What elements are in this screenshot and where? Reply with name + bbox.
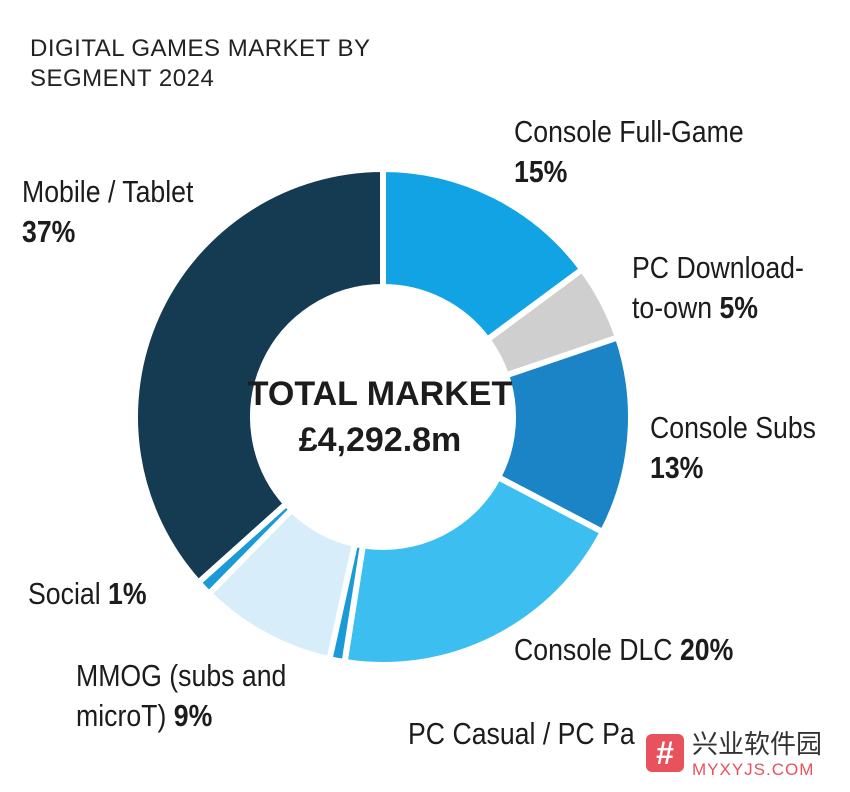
label-console-full-game-name: Console Full-Game — [514, 114, 744, 149]
label-pc-casual-name: PC Casual / PC Pa — [408, 716, 635, 751]
chart-title-line-1: DIGITAL GAMES MARKET BY — [30, 35, 371, 62]
label-console-subs-pct: 13% — [650, 450, 704, 485]
label-social-name: Social — [28, 576, 101, 611]
watermark-text-cn: 兴业软件园 — [692, 730, 823, 760]
label-social: Social 1% — [28, 574, 147, 614]
center-label: TOTAL MARKET — [247, 375, 513, 413]
label-console-subs-name: Console Subs — [650, 410, 816, 445]
label-mobile-tablet-pct: 37% — [22, 214, 76, 249]
chart-title: DIGITAL GAMES MARKET BY SEGMENT 2024 — [30, 34, 450, 94]
label-mmog-line-1: MMOG (subs and — [76, 658, 287, 693]
watermark-glyph: # — [656, 735, 674, 771]
label-mobile-tablet: Mobile / Tablet 37% — [22, 172, 193, 252]
label-console-dlc-pct: 20% — [679, 632, 734, 667]
label-pc-download-pct: 5% — [719, 290, 758, 325]
label-mmog: MMOG (subs and microT) 9% — [76, 656, 286, 736]
label-pc-download-to-own: PC Download- to-own 5% — [632, 248, 804, 328]
center-value: £4,292.8m — [298, 421, 462, 459]
chart-title-line-2: SEGMENT 2024 — [30, 65, 215, 92]
label-social-pct: 1% — [108, 576, 147, 611]
watermark-logo-icon: # — [646, 734, 684, 772]
label-console-full-game-pct: 15% — [514, 154, 568, 189]
slice-console-dlc — [341, 474, 606, 668]
label-pc-download-line-1: PC Download- — [632, 250, 804, 285]
label-console-dlc-name: Console DLC — [514, 632, 673, 667]
label-console-full-game: Console Full-Game 15% — [514, 112, 744, 192]
slice-mobile-tablet — [132, 166, 386, 586]
label-pc-casual: PC Casual / PC Pa — [408, 714, 635, 754]
label-console-subs: Console Subs 13% — [650, 408, 816, 488]
label-mmog-line-2: microT) — [76, 698, 167, 733]
slice-console-full-game — [380, 166, 586, 343]
label-console-dlc: Console DLC 20% — [514, 630, 733, 670]
watermark-text-en: MYXYJS.COM — [692, 760, 815, 779]
label-mobile-tablet-name: Mobile / Tablet — [22, 174, 194, 209]
label-pc-download-line-2: to-own — [632, 290, 713, 325]
label-mmog-pct: 9% — [173, 698, 213, 733]
